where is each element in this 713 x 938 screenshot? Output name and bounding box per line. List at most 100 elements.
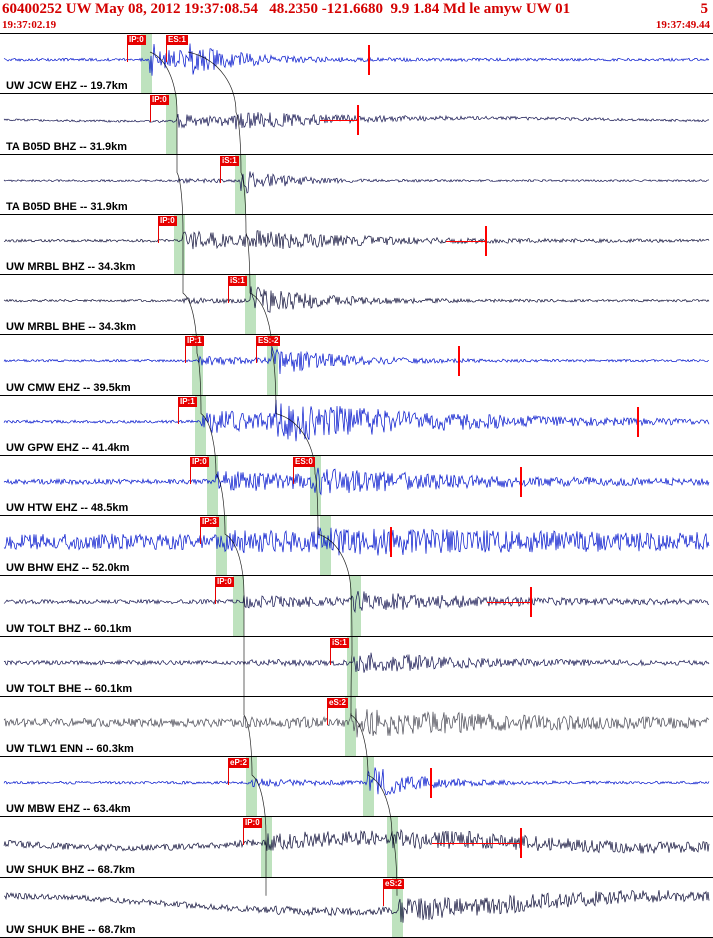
pick-flag[interactable]: IP:0 [190,456,209,467]
pick-flag-line [383,888,384,906]
station-label: UW GPW EHZ -- 41.4km [6,441,130,454]
amplitude-pick-tick[interactable] [458,346,460,377]
seismogram-trace [3,652,710,673]
pick-flag[interactable]: iS:1 [330,637,349,648]
amplitude-pick-tick[interactable] [485,225,487,256]
pick-flag[interactable]: eS:2 [327,697,348,708]
pick-flag[interactable]: eP:2 [228,758,249,769]
seismogram-trace [3,286,710,313]
trace-panel: eS:2 UW TLW1 ENN -- 60.3km [0,696,713,758]
pick-flag-line [215,587,216,605]
trace-panel: iS:1 TA B05D BHE -- 31.9km [0,154,713,215]
pick-flag-line [178,406,179,424]
seismogram-trace [3,170,710,194]
trace-list: IP:0 ES:1 UW JCW EHZ -- 19.7km IP:0 TA B05D … [0,33,713,938]
trace-panel: eP:2 UW MBW EHZ -- 63.4km [0,757,713,818]
seismogram-trace [3,399,710,441]
station-label: TA B05D BHE -- 31.9km [6,200,128,213]
pick-flag[interactable]: ES:0 [293,456,315,467]
seismogram-trace [3,467,710,496]
pick-flag[interactable]: IP:1 [185,336,204,347]
seismogram-trace [3,43,710,76]
pick-flag[interactable]: IP:0 [215,577,234,588]
trace-panel: IP:0 UW MRBL BHZ -- 34.3km [0,214,713,276]
pick-flag[interactable]: IP:3 [200,517,219,528]
pick-flag[interactable]: iS:1 [220,155,239,166]
amplitude-pick-tick[interactable] [637,406,639,437]
trace-panel: iS:1 UW MRBL BHE -- 34.3km [0,275,713,336]
coda-duration-line [487,602,530,604]
trace-panel: IP:0 ES:0 UW HTW EHZ -- 48.5km [0,455,713,517]
pick-flag-line [150,105,151,123]
pick-flag-line [166,45,167,62]
window-end-time: 19:37:49.44 [655,19,710,31]
seismogram-trace [3,708,710,738]
pick-flag-line [327,707,328,725]
page-indicator: 5 [700,1,709,17]
pick-flag[interactable]: ES:-2 [256,336,281,347]
pick-flag-line [185,346,186,364]
amplitude-pick-tick[interactable] [520,828,522,859]
pick-flag[interactable]: ES:1 [166,35,188,45]
amplitude-pick-tick[interactable] [357,105,359,136]
station-label: UW TOLT BHZ -- 60.1km [6,622,132,635]
coda-duration-line [446,240,485,242]
pick-flag-line [256,346,257,364]
amplitude-pick-tick[interactable] [530,587,532,618]
station-label: UW MRBL BHZ -- 34.3km [6,261,136,274]
pick-flag[interactable]: IP:0 [127,35,146,45]
seismogram-trace [3,889,710,923]
pick-flag-line [200,527,201,545]
waveform[interactable] [0,878,713,937]
seismogram-trace [3,767,710,796]
pick-flag-line [220,165,221,183]
pick-flag[interactable]: eS:2 [383,878,404,889]
pick-flag[interactable]: IP:1 [178,396,197,407]
trace-panel: IP:0 ES:1 UW JCW EHZ -- 19.7km [0,34,713,95]
trace-panel: IP:0 UW TOLT BHZ -- 60.1km [0,576,713,637]
pick-flag[interactable]: IP:0 [243,818,262,829]
station-label: UW HTW EHZ -- 48.5km [6,502,129,515]
event-header-line1: 60400252 UW May 08, 2012 19:37:08.54 48.… [0,0,713,19]
pick-flag-line [190,466,191,484]
coda-duration-line [432,843,520,845]
trace-panel: iS:1 UW TOLT BHE -- 60.1km [0,636,713,697]
window-start-time: 19:37:02.19 [2,19,57,31]
station-label: UW TLW1 ENN -- 60.3km [6,743,134,756]
seismogram-trace [3,230,710,249]
station-label: UW TOLT BHE -- 60.1km [6,682,133,695]
station-label: UW BHW EHZ -- 52.0km [6,562,130,575]
event-header-line2: 19:37:02.19 19:37:49.44 [0,19,713,33]
amplitude-pick-tick[interactable] [368,45,370,75]
pick-flag[interactable]: IP:0 [150,95,169,106]
station-label: TA B05D BHZ -- 31.9km [6,140,128,153]
pick-flag-line [228,768,229,786]
pick-flag[interactable]: IP:0 [158,215,177,226]
station-label: UW CMW EHZ -- 39.5km [6,381,131,394]
pick-flag-line [243,828,244,846]
amplitude-pick-tick[interactable] [520,466,522,497]
trace-panel: IP:1 UW GPW EHZ -- 41.4km [0,395,713,456]
seismogram-trace [3,526,710,556]
station-label: UW MBW EHZ -- 63.4km [6,803,131,816]
amplitude-pick-tick[interactable] [430,768,432,799]
pick-flag-line [330,647,331,665]
amplitude-pick-tick[interactable] [390,527,392,558]
seismogram-trace [3,829,710,854]
seismogram-trace [3,346,709,375]
pick-flag-line [127,45,128,62]
event-summary: 60400252 UW May 08, 2012 19:37:08.54 48.… [2,1,571,17]
trace-panel: IP:1 ES:-2 UW CMW EHZ -- 39.5km [0,335,713,396]
pick-flag[interactable]: iS:1 [228,276,247,287]
seismogram-trace [3,591,710,614]
pick-flag-line [158,225,159,243]
pick-window-band [392,877,403,937]
trace-panel: IP:3 UW BHW EHZ -- 52.0km [0,516,713,577]
pick-window-band [141,34,152,94]
trace-panel: IP:0 TA B05D BHZ -- 31.9km [0,94,713,155]
station-label: UW JCW EHZ -- 19.7km [6,80,128,93]
trace-panel: eS:2 UW SHUK BHE -- 68.7km [0,877,713,938]
pick-flag-line [293,466,294,484]
station-label: UW SHUK BHZ -- 68.7km [6,863,135,876]
station-label: UW MRBL BHE -- 34.3km [6,321,136,334]
